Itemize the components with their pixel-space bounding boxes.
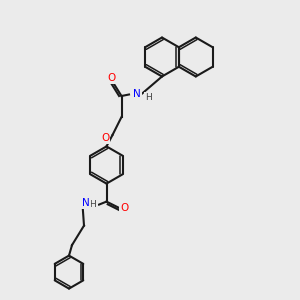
Text: N: N	[82, 198, 89, 208]
Text: N: N	[133, 89, 140, 100]
Text: O: O	[101, 133, 109, 143]
Text: O: O	[120, 202, 129, 213]
Text: O: O	[107, 73, 115, 83]
Text: H: H	[145, 93, 152, 102]
Text: H: H	[90, 200, 96, 209]
